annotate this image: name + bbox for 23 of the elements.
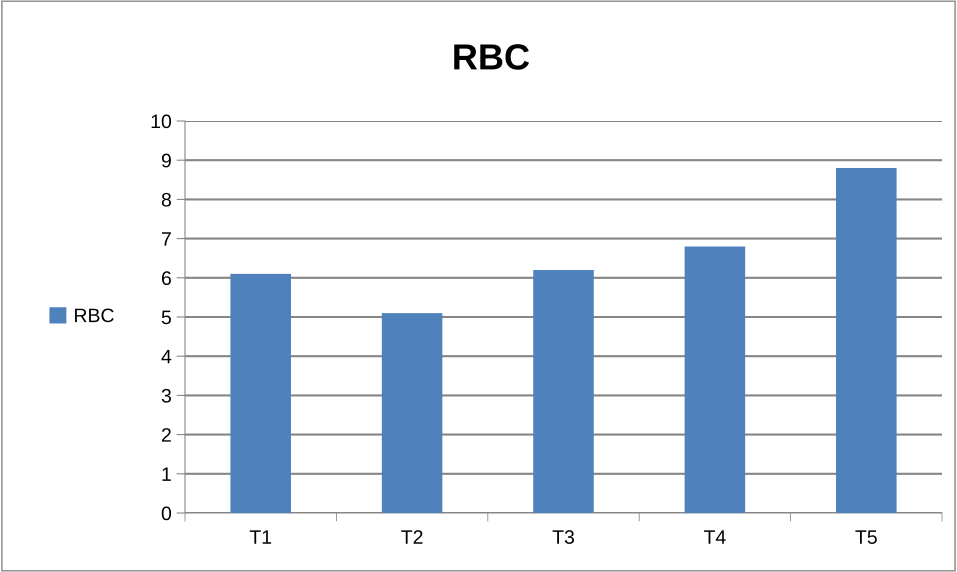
x-tick-label: T5: [855, 530, 877, 544]
x-tick-label: T2: [401, 530, 422, 544]
y-tick-label: 7: [162, 232, 171, 246]
y-tick-label: 4: [161, 350, 172, 364]
legend-label: RBC: [75, 308, 114, 322]
bar: [230, 274, 291, 513]
y-tick-label: 10: [152, 114, 172, 128]
y-tick-label: 1: [162, 467, 171, 481]
bar: [382, 313, 442, 513]
y-tick-label: 2: [162, 428, 171, 442]
x-tick-label: T1: [250, 530, 272, 544]
x-tick-label: T4: [704, 530, 726, 544]
x-tick-label: T3: [552, 530, 574, 544]
y-tick-label: 0: [162, 506, 172, 520]
y-tick-label: 6: [162, 271, 171, 286]
bar: [684, 246, 746, 513]
bar: [836, 168, 897, 513]
chart-title: RBC: [454, 44, 530, 70]
bar: [533, 270, 594, 513]
y-tick-label: 8: [162, 192, 171, 207]
y-tick-label: 5: [162, 310, 171, 324]
y-tick-label: 9: [162, 154, 171, 168]
y-tick-label: 3: [162, 388, 171, 403]
